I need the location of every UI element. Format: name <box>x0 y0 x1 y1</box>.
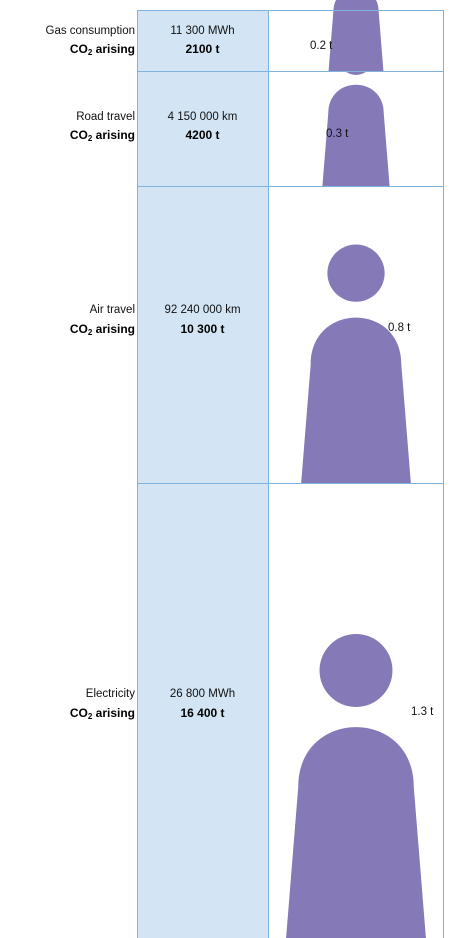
co2-label-road: CO2 arising <box>69 128 135 143</box>
person-head-1 <box>338 39 374 76</box>
amount-label-electricity: 26 800 MWh <box>169 688 236 700</box>
person-body-1 <box>322 84 390 186</box>
person-body-2 <box>301 317 411 483</box>
per-capita-label-road: 0.3 t <box>326 128 349 140</box>
person-head-2 <box>327 244 385 302</box>
co2-label-air: CO2 arising <box>69 322 135 337</box>
person-body-3 <box>286 727 426 938</box>
total-label-gas: 2100 t <box>185 42 220 56</box>
category-label-air: Air travel <box>89 304 135 316</box>
person-figure-1 <box>322 39 390 186</box>
total-label-road: 4200 t <box>185 128 220 142</box>
co2-label-electricity: CO2 arising <box>69 706 135 721</box>
category-label-road: Road travel <box>76 111 135 123</box>
per-capita-label-gas: 0.2 t <box>310 40 333 52</box>
amount-label-gas: 11 300 MWh <box>170 25 235 37</box>
person-figures <box>286 0 426 938</box>
category-label-gas: Gas consumption <box>45 25 136 37</box>
total-label-air: 10 300 t <box>180 322 225 336</box>
panel-background <box>137 10 269 938</box>
amount-label-air: 92 240 000 km <box>164 304 241 316</box>
per-capita-label-electricity: 1.3 t <box>411 706 434 718</box>
total-label-electricity: 16 400 t <box>180 706 225 720</box>
amount-label-road: 4 150 000 km <box>167 111 238 123</box>
category-label-electricity: Electricity <box>85 688 135 700</box>
grid-lines <box>137 10 444 938</box>
person-figure-3 <box>286 634 426 938</box>
person-figure-2 <box>301 244 411 483</box>
person-head-3 <box>319 634 393 707</box>
per-capita-label-air: 0.8 t <box>388 322 411 334</box>
co2-label-gas: CO2 arising <box>69 42 135 57</box>
